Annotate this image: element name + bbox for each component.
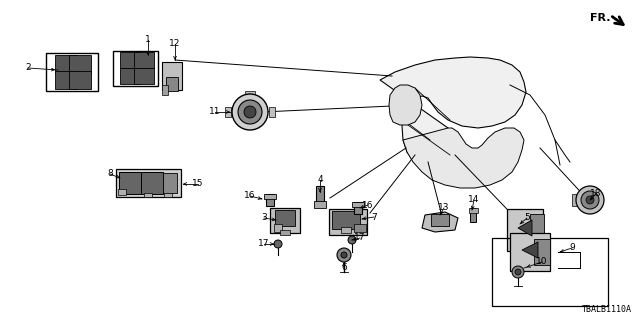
Bar	[55, 71, 77, 89]
Text: 6: 6	[341, 263, 347, 273]
Bar	[225, 107, 231, 117]
Text: 10: 10	[536, 258, 548, 267]
Bar	[166, 77, 178, 91]
Bar	[119, 172, 141, 194]
Text: 5: 5	[524, 213, 530, 222]
Bar	[113, 51, 157, 85]
Bar	[264, 194, 276, 198]
Polygon shape	[518, 220, 532, 236]
Circle shape	[232, 94, 268, 130]
Text: 2: 2	[25, 63, 31, 73]
Bar	[507, 209, 543, 251]
Bar	[69, 71, 91, 89]
Bar	[269, 107, 275, 117]
Text: 9: 9	[569, 244, 575, 252]
Bar	[314, 201, 326, 207]
Bar	[354, 224, 366, 232]
Bar	[354, 202, 362, 214]
Circle shape	[274, 240, 282, 248]
Bar	[534, 239, 550, 265]
Bar	[274, 224, 282, 232]
Bar	[144, 193, 152, 197]
Polygon shape	[380, 57, 526, 167]
Text: 4: 4	[317, 175, 323, 185]
Polygon shape	[522, 242, 538, 258]
Bar	[468, 207, 477, 212]
Bar	[516, 239, 534, 249]
Text: 16: 16	[362, 201, 374, 210]
Circle shape	[512, 266, 524, 278]
Circle shape	[337, 248, 351, 262]
Bar	[510, 233, 550, 271]
Bar	[141, 172, 163, 194]
Bar	[280, 229, 290, 235]
Bar	[352, 202, 364, 206]
Bar	[431, 214, 449, 226]
Polygon shape	[389, 85, 422, 125]
Text: 17: 17	[355, 234, 365, 243]
Bar	[118, 189, 126, 195]
Bar	[134, 52, 154, 68]
Text: 8: 8	[107, 170, 113, 179]
Circle shape	[581, 191, 599, 209]
Circle shape	[341, 252, 347, 258]
Text: 12: 12	[170, 39, 180, 49]
Bar	[69, 55, 91, 73]
Bar	[329, 209, 367, 235]
Circle shape	[238, 100, 262, 124]
Circle shape	[244, 106, 256, 118]
Bar	[163, 173, 177, 193]
Bar	[162, 85, 168, 95]
Bar	[120, 68, 140, 84]
Bar	[55, 55, 77, 73]
Polygon shape	[403, 128, 524, 188]
Bar	[492, 238, 608, 306]
Bar	[530, 214, 544, 242]
Bar	[162, 62, 182, 90]
Text: 7: 7	[371, 212, 377, 221]
Polygon shape	[422, 212, 458, 232]
Bar	[572, 194, 578, 206]
Bar	[316, 186, 324, 204]
Text: 14: 14	[468, 196, 480, 204]
Text: 11: 11	[209, 108, 221, 116]
Circle shape	[348, 236, 356, 244]
Bar	[164, 193, 172, 197]
Bar	[46, 53, 98, 91]
Bar	[134, 68, 154, 84]
Bar	[470, 208, 476, 222]
Text: 15: 15	[192, 180, 204, 188]
Bar	[275, 210, 295, 226]
Bar	[115, 169, 180, 197]
Bar	[341, 227, 351, 233]
Text: 1: 1	[145, 36, 151, 44]
Bar	[270, 207, 300, 233]
Text: TBALB1110A: TBALB1110A	[582, 306, 632, 315]
Text: 13: 13	[438, 204, 450, 212]
Circle shape	[515, 269, 521, 275]
Text: 18: 18	[590, 189, 602, 198]
Bar	[266, 194, 274, 206]
Bar	[120, 52, 140, 68]
Bar	[332, 211, 360, 229]
Bar	[245, 91, 255, 97]
Text: 17: 17	[259, 239, 269, 249]
Text: 16: 16	[244, 191, 256, 201]
Text: FR.: FR.	[590, 13, 611, 23]
Circle shape	[586, 196, 594, 204]
Circle shape	[576, 186, 604, 214]
Text: 3: 3	[261, 213, 267, 222]
